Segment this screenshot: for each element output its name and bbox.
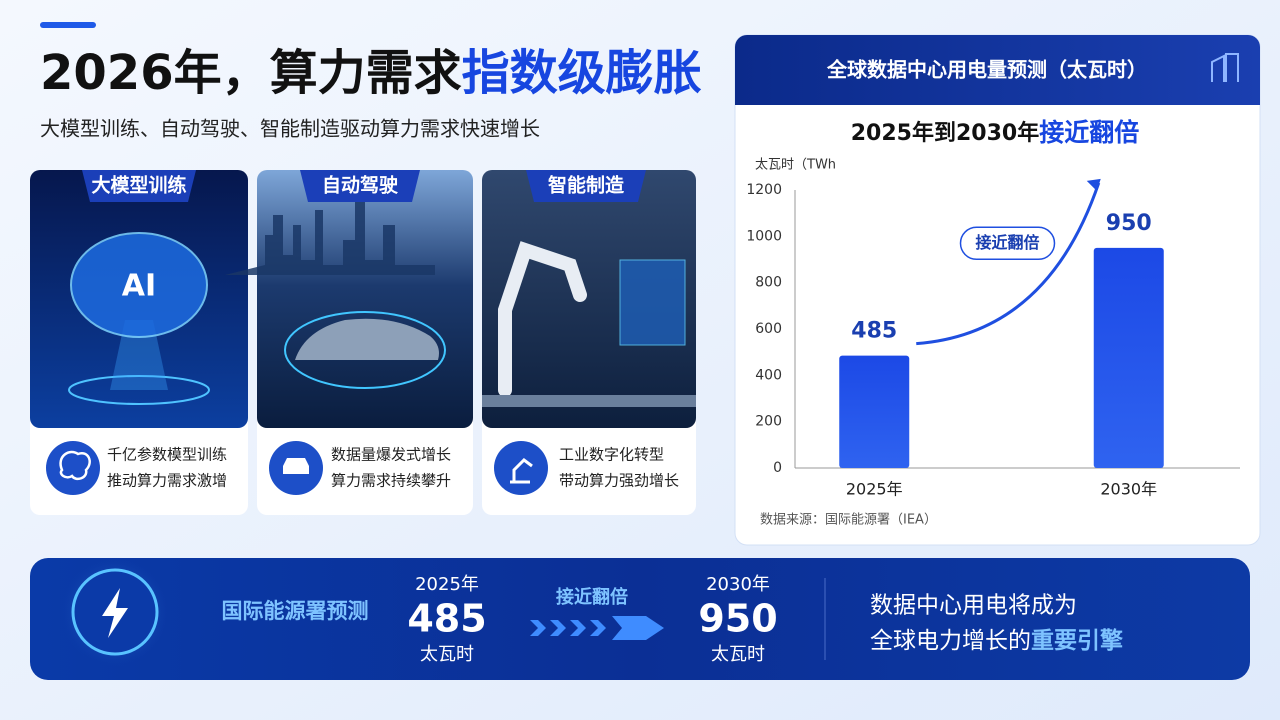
card-label-bg — [300, 170, 420, 202]
card-text: 千亿参数模型训练 — [107, 446, 227, 464]
card-icon — [494, 441, 548, 495]
image-decor — [70, 232, 208, 338]
banner-unit: 太瓦时 — [711, 644, 765, 665]
card-image — [257, 170, 473, 428]
chart-title: 2025年到2030年接近翻倍 — [851, 118, 1139, 147]
card-label: 大模型训练 — [91, 174, 186, 197]
card-label: 自动驾驶 — [322, 174, 398, 197]
card-text: 带动算力强劲增长 — [559, 472, 679, 490]
card: 智能制造 工业数字化转型 带动算力强劲增长 — [482, 170, 696, 515]
statement-emphasis: 重要引擎 — [1031, 627, 1123, 654]
icon-bolt — [102, 588, 128, 638]
image-decor — [482, 395, 696, 407]
card-image — [482, 170, 696, 428]
image-decor — [295, 318, 439, 360]
banner-arrow-label: 接近翻倍 — [556, 586, 628, 608]
value-label: 485 — [851, 319, 897, 344]
chart-title-emphasis: 接近翻倍 — [1039, 118, 1139, 147]
card-icon — [46, 441, 100, 495]
x-tick-label: 2025年 — [846, 480, 903, 499]
bar — [839, 355, 910, 468]
y-tick-label: 600 — [755, 321, 782, 337]
chart: 0 200 400 600 800 1000 1200 2025年 485 2030年 950 接近翻… — [746, 178, 1240, 499]
card: 自动驾驶 数据量爆发式增长 算力需求持续攀升 — [225, 170, 473, 515]
banner-arrow — [530, 616, 664, 640]
y-tick-label: 800 — [755, 275, 782, 291]
card-label-bg — [82, 170, 196, 202]
annotation-bg — [959, 226, 1056, 261]
image-decor — [225, 200, 435, 275]
banner-statement: 数据中心用电将成为 — [870, 593, 1077, 619]
subtitle: 大模型训练、自动驾驶、智能制造驱动算力需求快速增长 — [40, 117, 540, 141]
image-decor — [284, 311, 446, 389]
icon-car — [283, 458, 309, 474]
image-text: AI — [122, 269, 156, 304]
page-title: 2026年，算力需求指数级膨胀 — [40, 45, 702, 101]
card-text: 工业数字化转型 — [559, 446, 664, 464]
panel-title: 全球数据中心用电量预测（太瓦时） — [826, 58, 1147, 82]
banner-unit: 太瓦时 — [420, 644, 474, 665]
icon-robot — [510, 458, 533, 484]
source: 数据来源：国际能源署（IEA） — [760, 513, 937, 528]
image-decor — [498, 241, 587, 397]
card-label-bg — [526, 170, 646, 202]
y-axis-label: 太瓦时（TWh — [755, 158, 836, 173]
icon-brain — [59, 450, 91, 481]
y-tick-label: 1200 — [746, 182, 782, 198]
card-text: 数据量爆发式增长 — [331, 446, 451, 464]
trend-arrow — [916, 182, 1101, 346]
banner-statement: 全球电力增长的重要引擎 — [870, 627, 1123, 654]
banner-value: 950 — [698, 597, 777, 641]
panel-header — [735, 35, 1260, 105]
card: AI 大模型训练 千亿参数模型训练 推动算力需求激增 — [30, 170, 248, 515]
x-tick-label: 2030年 — [1100, 480, 1157, 499]
banner-label: 国际能源署预测 — [222, 599, 369, 623]
image-decor — [68, 375, 210, 405]
panel-icon — [1211, 53, 1239, 82]
banner-value: 485 — [407, 597, 486, 641]
card-text: 推动算力需求激增 — [107, 472, 227, 490]
y-tick-label: 0 — [773, 460, 782, 476]
title-text: 2026年，算力需求 — [40, 45, 462, 101]
arrow-head — [1086, 178, 1101, 191]
y-tick-label: 200 — [755, 414, 782, 430]
annotation: 接近翻倍 — [975, 233, 1039, 252]
chart-title-text: 2025年到2030年 — [851, 120, 1039, 146]
image-decor — [110, 320, 168, 390]
banner-year: 2030年 — [706, 574, 770, 595]
banner-year: 2025年 — [415, 574, 479, 595]
image-decor — [619, 259, 686, 346]
y-tick-label: 400 — [755, 367, 782, 383]
y-tick-label: 1000 — [746, 228, 782, 244]
accent-bar — [40, 22, 96, 28]
title-emphasis: 指数级膨胀 — [462, 45, 702, 101]
value-label: 950 — [1106, 211, 1152, 236]
statement-text: 全球电力增长的 — [870, 628, 1031, 654]
bar — [1093, 247, 1164, 468]
card-text: 算力需求持续攀升 — [331, 472, 451, 490]
card-label: 智能制造 — [548, 174, 625, 197]
